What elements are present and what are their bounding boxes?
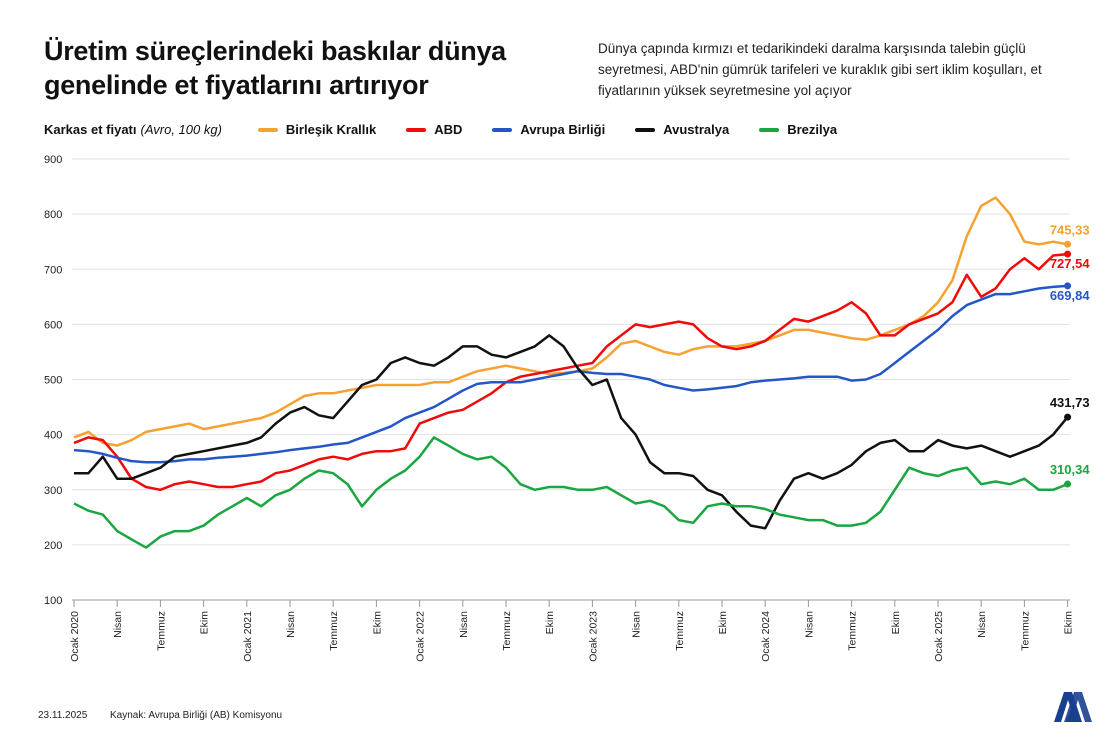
x-tick-label: Nisan	[976, 611, 988, 638]
x-tick-label: Nisan	[285, 611, 297, 638]
legend-swatch	[406, 127, 427, 132]
x-tick-label: Ocak 2023	[587, 611, 599, 662]
y-tick-label: 100	[44, 595, 62, 607]
series-line-2	[73, 284, 1068, 464]
end-value-label: 431,73	[1050, 395, 1090, 410]
end-value-label: 669,84	[1050, 288, 1091, 303]
end-point	[1064, 282, 1072, 290]
end-value-label: 727,54	[1050, 256, 1091, 271]
x-tick-label: Nisan	[458, 611, 470, 638]
x-tick-label: Ekim	[544, 611, 556, 635]
aa-logo	[1054, 692, 1092, 722]
y-axis-unit: (Avro, 100 kg)	[140, 122, 222, 137]
y-tick-label: 600	[44, 319, 62, 331]
legend-item: ABD	[406, 122, 462, 137]
legend-label: Avrupa Birliği	[520, 122, 606, 137]
x-tick-label: Temmuz	[674, 611, 686, 651]
legend: Karkas et fiyatı (Avro, 100 kg) Birleşik…	[44, 122, 867, 137]
end-value-label: 310,34	[1050, 462, 1091, 477]
end-point	[1064, 480, 1072, 488]
legend-swatch	[492, 127, 513, 132]
x-tick-label: Nisan	[631, 611, 643, 638]
subtitle: Dünya çapında kırmızı et tedarikindeki d…	[598, 41, 1042, 98]
legend-label: Birleşik Krallık	[285, 122, 377, 137]
x-tick-label: Ekim	[199, 611, 211, 635]
x-tick-label: Temmuz	[847, 611, 859, 651]
x-tick-label: Temmuz	[501, 611, 513, 651]
y-tick-label: 400	[44, 430, 62, 442]
y-axis-label: Karkas et fiyatı	[44, 122, 137, 137]
legend-label: ABD	[434, 122, 463, 137]
x-tick-label: Ocak 2022	[415, 611, 427, 662]
x-tick-label: Temmuz	[1019, 611, 1031, 651]
x-tick-label: Temmuz	[328, 611, 340, 651]
legend-swatch	[257, 127, 278, 132]
x-tick-label: Temmuz	[155, 611, 167, 651]
end-value-label: 745,33	[1050, 222, 1090, 237]
end-point	[1064, 413, 1072, 421]
series-line-1	[73, 252, 1068, 492]
x-tick-label: Ekim	[890, 611, 902, 635]
x-tick-label: Nisan	[803, 611, 815, 638]
legend-label: Avustralya	[663, 122, 730, 137]
x-tick-label: Ekim	[371, 611, 383, 635]
legend-item: Brezilya	[759, 122, 837, 137]
y-tick-label: 900	[44, 154, 62, 166]
legend-label: Brezilya	[787, 122, 838, 137]
x-tick-label: Ocak 2020	[69, 611, 81, 662]
y-tick-label: 500	[44, 375, 62, 387]
series-line-3	[74, 334, 1069, 530]
x-tick-label: Ekim	[1063, 611, 1075, 635]
end-point	[1064, 250, 1072, 258]
y-tick-label: 800	[44, 209, 62, 221]
legend-item: Avrupa Birliği	[492, 122, 605, 137]
x-tick-label: Nisan	[112, 611, 124, 638]
y-tick-label: 200	[44, 540, 62, 552]
page-title: Üretim süreçlerindeki baskılar dünya gen…	[44, 36, 506, 100]
legend-swatch	[635, 127, 656, 132]
y-tick-label: 700	[44, 264, 62, 276]
x-tick-label: Ekim	[717, 611, 729, 635]
source: Kaynak: Avrupa Birliği (AB) Komisyonu	[110, 710, 283, 721]
x-tick-label: Ocak 2021	[242, 611, 254, 662]
x-tick-label: Ocak 2025	[933, 611, 945, 662]
end-point	[1064, 240, 1072, 248]
y-tick-label: 300	[44, 485, 62, 497]
series-line-4	[73, 436, 1069, 549]
date: 23.11.2025	[38, 710, 88, 721]
legend-item: Avustralya	[635, 122, 729, 137]
legend-swatch	[759, 127, 780, 132]
legend-item: Birleşik Krallık	[257, 122, 377, 137]
x-tick-label: Ocak 2024	[760, 611, 772, 662]
